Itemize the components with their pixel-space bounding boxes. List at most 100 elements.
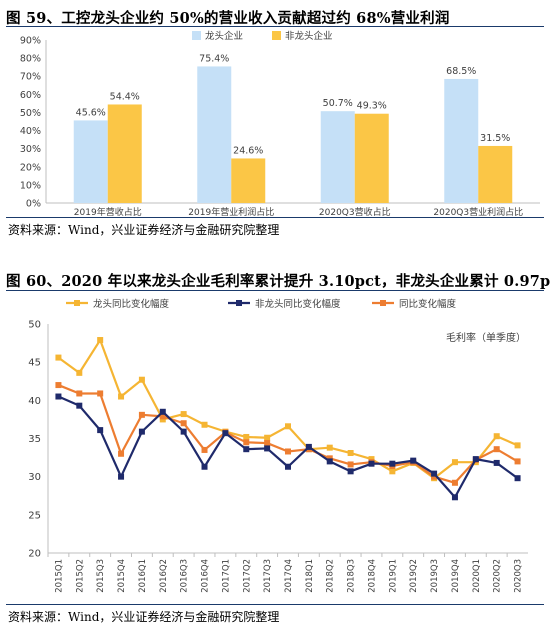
series-point	[201, 421, 208, 428]
series-point	[285, 423, 291, 430]
y-tick-label: 60%	[20, 90, 41, 101]
series-point	[180, 411, 187, 418]
y-tick-label: 40	[28, 396, 41, 407]
x-category-label: 2020Q3营收占比	[319, 206, 391, 217]
legend-swatch	[272, 31, 281, 40]
series-point	[451, 494, 458, 501]
line-chart: 20 25 30 35 40 45 50 2015Q1 2015Q2 2015Q3 2015Q4 20…	[28, 298, 528, 593]
legend-label: 龙头企业	[205, 30, 243, 42]
series-point	[389, 460, 396, 467]
series-point	[159, 416, 166, 423]
series-point	[326, 455, 333, 462]
series-point	[243, 446, 250, 453]
series-point	[514, 442, 521, 449]
figure-59-source: 资料来源：Wind，兴业证券经济与金融研究院整理	[8, 223, 280, 237]
series-point	[326, 444, 333, 451]
x-category-label: 2020Q3营业利润占比	[433, 206, 523, 217]
series-point	[368, 460, 375, 467]
bar-data-label: 68.5%	[446, 66, 476, 77]
y-tick-label: 10%	[20, 180, 41, 191]
series-point	[285, 463, 291, 470]
x-tick-label: 2015Q4	[117, 559, 127, 593]
series-point	[138, 411, 145, 418]
series-point	[493, 433, 500, 440]
series-point	[97, 427, 104, 434]
x-tick-label: 2020Q1	[472, 559, 482, 593]
x-tick-label: 2016Q2	[159, 559, 169, 593]
x-tick-label: 2017Q4	[284, 559, 294, 593]
series-line	[57, 338, 519, 480]
figure-60-title: 图 60、2020 年以来龙头企业毛利率累计提升 3.10pct，非龙头企业累计…	[6, 273, 550, 290]
series-point	[76, 390, 83, 397]
x-tick-label: 2015Q1	[54, 559, 64, 593]
series-point	[389, 468, 396, 475]
bar-non-leader	[478, 145, 513, 203]
bar-non-leader	[231, 158, 266, 203]
x-category-label: 2019年营收占比	[74, 206, 142, 217]
series-line	[57, 395, 519, 499]
series-point	[451, 479, 458, 486]
series-point	[97, 390, 104, 397]
series-point	[368, 456, 375, 463]
series-point	[201, 446, 208, 453]
series-point	[431, 473, 438, 480]
series-point	[55, 382, 62, 389]
bar-data-label: 24.6%	[233, 145, 263, 156]
series-point	[410, 457, 417, 464]
y-tick-label: 50%	[20, 108, 41, 119]
bar-data-label: 49.3%	[357, 101, 387, 112]
bar-non-leader	[354, 113, 389, 203]
y-tick-label: 45	[28, 358, 41, 369]
legend-marker	[380, 300, 386, 306]
x-tick-label: 2018Q1	[305, 559, 315, 593]
series-point	[97, 337, 104, 344]
bar-leader	[73, 120, 108, 203]
figure-59-title-rule	[6, 26, 544, 27]
y-tick-label: 20	[28, 549, 41, 560]
y-tick-label: 40%	[20, 126, 41, 137]
bar-leader	[444, 78, 479, 203]
x-tick-label: 2016Q3	[180, 559, 190, 593]
x-tick-label: 2018Q4	[367, 559, 377, 593]
x-tick-label: 2017Q1	[221, 559, 231, 593]
y-tick-label: 20%	[20, 162, 41, 173]
series-point	[305, 443, 312, 450]
x-tick-label: 2019Q1	[388, 559, 398, 593]
x-tick-label: 2016Q4	[201, 559, 211, 593]
series-point	[222, 430, 229, 437]
series-point	[159, 413, 166, 420]
series-point	[55, 354, 62, 361]
legend-label: 龙头同比变化幅度	[93, 298, 170, 310]
series-point	[493, 446, 500, 453]
x-tick-label: 2018Q2	[326, 559, 336, 593]
bar-leader	[320, 111, 355, 203]
bar-data-label: 54.4%	[110, 91, 140, 102]
series-point	[76, 369, 83, 376]
x-tick-label: 2015Q3	[96, 559, 106, 593]
series-point	[285, 448, 291, 455]
y-tick-label: 90%	[20, 36, 41, 47]
bar-data-label: 31.5%	[480, 133, 510, 144]
y-tick-label: 30%	[20, 144, 41, 155]
bar-non-leader	[107, 104, 142, 203]
x-tick-label: 2017Q3	[263, 559, 273, 593]
bar-data-label: 75.4%	[199, 53, 229, 64]
legend-label: 非龙头同比变化幅度	[255, 298, 341, 310]
series-point	[326, 458, 333, 465]
x-tick-label: 2020Q2	[493, 559, 503, 593]
series-point	[347, 450, 354, 457]
legend-label: 同比变化幅度	[399, 298, 457, 310]
series-point	[138, 428, 145, 435]
series-point	[159, 408, 166, 415]
y-axis-unit-label: 毛利率（单季度）	[446, 331, 526, 344]
x-category-label: 2019年营业利润占比	[188, 206, 274, 217]
series-point	[201, 463, 208, 470]
series-point	[347, 461, 354, 468]
y-tick-label: 50	[28, 320, 41, 331]
figure-60-bottom-rule	[6, 604, 544, 605]
legend-marker	[236, 300, 242, 306]
series-point	[243, 433, 250, 440]
series-point	[514, 475, 521, 482]
y-tick-label: 35	[28, 434, 41, 445]
series-point	[431, 470, 438, 477]
